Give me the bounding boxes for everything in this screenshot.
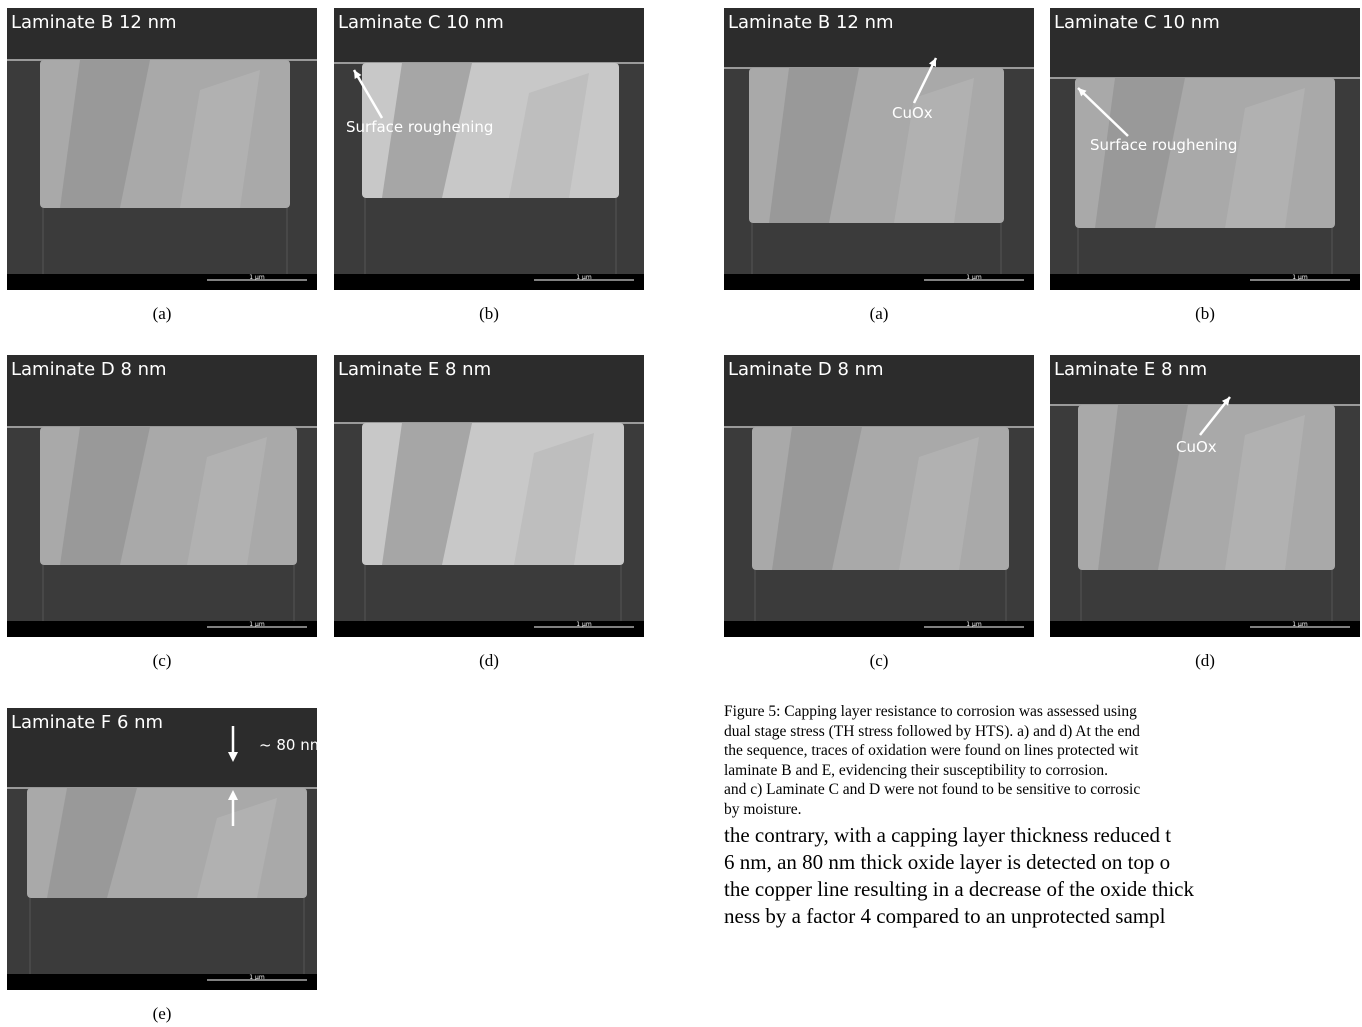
- annotation: Surface roughening: [346, 118, 493, 136]
- subfigure-caption: (a): [7, 304, 317, 324]
- scale-label: 1 µm: [966, 621, 982, 628]
- body-text: 6 nm, an 80 nm thick oxide layer is dete…: [724, 850, 1170, 875]
- figure-caption: and c) Laminate C and D were not found t…: [724, 781, 1140, 799]
- scale-label: 1 µm: [1292, 621, 1308, 628]
- subfigure-caption: (b): [334, 304, 644, 324]
- status-bar: [724, 274, 1034, 290]
- scale-label: 1 µm: [249, 974, 265, 981]
- sem-svg: 1 µm Laminate D 8 nm: [7, 355, 317, 637]
- sem-image: 1 µm Laminate E 8 nm CuOx: [1050, 355, 1360, 637]
- scale-label: 1 µm: [576, 274, 592, 281]
- sem-svg: 1 µm Laminate E 8 nm: [334, 355, 644, 637]
- sem-image: 1 µm Laminate E 8 nm: [334, 355, 644, 637]
- status-bar: [7, 974, 317, 990]
- sem-svg: 1 µm Laminate B 12 nm: [7, 8, 317, 290]
- figure-caption: the sequence, traces of oxidation were f…: [724, 742, 1138, 760]
- image-label: Laminate D 8 nm: [11, 359, 167, 380]
- figure-caption: Figure 5: Capping layer resistance to co…: [724, 703, 1137, 721]
- scale-label: 1 µm: [249, 274, 265, 281]
- body-text: the copper line resulting in a decrease …: [724, 877, 1194, 902]
- scale-label: 1 µm: [576, 621, 592, 628]
- subfigure-caption: (c): [7, 651, 317, 671]
- sem-image: 1 µm Laminate C 10 nm Surface roughening: [334, 8, 644, 290]
- sem-svg: 1 µm Laminate B 12 nm CuOx: [724, 8, 1034, 290]
- status-bar: [334, 621, 644, 637]
- image-label: Laminate D 8 nm: [728, 359, 884, 380]
- sem-image: 1 µm Laminate D 8 nm: [7, 355, 317, 637]
- annotation: CuOx: [892, 104, 933, 122]
- annotation: Surface roughening: [1090, 136, 1237, 154]
- status-bar: [1050, 274, 1360, 290]
- image-label: Laminate E 8 nm: [1054, 359, 1207, 380]
- body-text: the contrary, with a capping layer thick…: [724, 823, 1171, 848]
- sem-svg: 1 µm Laminate E 8 nm CuOx: [1050, 355, 1360, 637]
- sem-svg: 1 µm Laminate D 8 nm: [724, 355, 1034, 637]
- figure-caption: by moisture.: [724, 801, 802, 819]
- image-label: Laminate E 8 nm: [338, 359, 491, 380]
- page: 1 µm Laminate B 12 nm (a) 1 µm Laminate C 10…: [0, 0, 1362, 1027]
- status-bar: [7, 274, 317, 290]
- sem-svg: 1 µm Laminate C 10 nm Surface roughening: [1050, 8, 1360, 290]
- subfigure-caption: (d): [334, 651, 644, 671]
- status-bar: [1050, 621, 1360, 637]
- image-label: Laminate B 12 nm: [11, 12, 177, 33]
- sem-image: 1 µm Laminate C 10 nm Surface roughening: [1050, 8, 1360, 290]
- scale-label: 1 µm: [1292, 274, 1308, 281]
- subfigure-caption: (d): [1050, 651, 1360, 671]
- annotation: CuOx: [1176, 438, 1217, 456]
- image-label: Laminate B 12 nm: [728, 12, 894, 33]
- sem-image: 1 µm Laminate B 12 nm CuOx: [724, 8, 1034, 290]
- sem-image: 1 µm Laminate D 8 nm: [724, 355, 1034, 637]
- image-label: Laminate C 10 nm: [1054, 12, 1220, 33]
- figure-caption: laminate B and E, evidencing their susce…: [724, 762, 1108, 780]
- figure-caption: dual stage stress (TH stress followed by…: [724, 723, 1140, 741]
- sem-image: 1 µm Laminate F 6 nm ~ 80 nm: [7, 708, 317, 990]
- subfigure-caption: (a): [724, 304, 1034, 324]
- subfigure-caption: (c): [724, 651, 1034, 671]
- sem-svg: 1 µm Laminate F 6 nm ~ 80 nm: [7, 708, 317, 990]
- subfigure-caption: (e): [7, 1004, 317, 1024]
- subfigure-caption: (b): [1050, 304, 1360, 324]
- status-bar: [724, 621, 1034, 637]
- scale-label: 1 µm: [249, 621, 265, 628]
- annotation: ~ 80 nm: [259, 736, 317, 754]
- scale-label: 1 µm: [966, 274, 982, 281]
- body-text: ness by a factor 4 compared to an unprot…: [724, 904, 1165, 929]
- status-bar: [334, 274, 644, 290]
- status-bar: [7, 621, 317, 637]
- sem-svg: 1 µm Laminate C 10 nm Surface roughening: [334, 8, 644, 290]
- image-label: Laminate F 6 nm: [11, 712, 163, 733]
- image-label: Laminate C 10 nm: [338, 12, 504, 33]
- sem-image: 1 µm Laminate B 12 nm: [7, 8, 317, 290]
